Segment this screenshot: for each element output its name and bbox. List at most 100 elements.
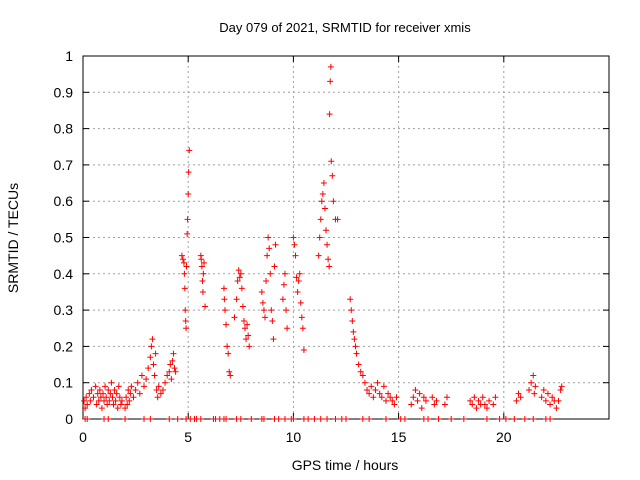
data-point xyxy=(349,317,356,324)
data-point xyxy=(327,63,334,70)
data-point xyxy=(275,416,282,422)
data-point xyxy=(291,241,298,248)
data-point xyxy=(117,401,124,408)
data-point xyxy=(294,288,301,295)
y-tick-label: 0.7 xyxy=(54,157,74,173)
data-point xyxy=(223,321,230,328)
data-point xyxy=(84,401,91,408)
data-point xyxy=(92,383,99,390)
data-point xyxy=(184,230,191,237)
data-point xyxy=(155,383,162,390)
data-point xyxy=(297,299,304,306)
data-point xyxy=(292,252,299,259)
data-point xyxy=(110,401,117,408)
data-point xyxy=(233,296,240,303)
data-point xyxy=(471,394,478,401)
y-tick-label: 0.3 xyxy=(54,302,74,318)
data-point xyxy=(94,390,101,397)
data-point xyxy=(122,405,129,412)
data-point xyxy=(281,416,288,422)
data-point xyxy=(152,350,159,357)
data-point xyxy=(315,252,322,259)
data-point xyxy=(162,379,169,386)
data-point xyxy=(199,278,206,285)
data-point xyxy=(324,416,331,422)
data-point xyxy=(320,180,327,187)
data-point xyxy=(93,401,100,408)
data-point xyxy=(531,390,538,397)
y-tick-label: 0.8 xyxy=(54,121,74,137)
data-point xyxy=(410,394,417,401)
data-point xyxy=(181,285,188,292)
data-point xyxy=(305,416,312,422)
data-point xyxy=(111,386,118,393)
y-tick-label: 0.1 xyxy=(54,375,74,391)
y-tick-label: 0 xyxy=(65,411,73,427)
data-point xyxy=(532,383,539,390)
plot-frame xyxy=(82,55,610,420)
data-point xyxy=(105,416,112,422)
data-point xyxy=(184,216,191,223)
data-point xyxy=(236,274,243,281)
data-point xyxy=(244,321,251,328)
y-axis-label: SRMTID / TECUs xyxy=(5,183,21,293)
data-point xyxy=(96,386,103,393)
data-point xyxy=(547,401,554,408)
data-point xyxy=(549,394,556,401)
data-point xyxy=(376,390,383,397)
data-point xyxy=(357,368,364,375)
data-point xyxy=(174,416,181,422)
data-point xyxy=(558,383,565,390)
data-point xyxy=(223,416,230,422)
data-point xyxy=(186,147,193,154)
data-point xyxy=(88,386,95,393)
data-point xyxy=(113,390,120,397)
data-point xyxy=(441,401,448,408)
data-point xyxy=(486,397,493,404)
data-point xyxy=(389,397,396,404)
data-point xyxy=(109,394,116,401)
data-point xyxy=(553,405,560,412)
data-point xyxy=(145,365,152,372)
data-point xyxy=(98,405,105,412)
data-point xyxy=(123,394,130,401)
data-point xyxy=(124,401,131,408)
data-point xyxy=(227,372,234,379)
data-point xyxy=(166,416,173,422)
data-point xyxy=(492,394,499,401)
data-point xyxy=(151,372,158,379)
data-point xyxy=(87,397,94,404)
data-point xyxy=(326,111,333,118)
x-tick-label: 20 xyxy=(496,429,512,445)
data-point xyxy=(481,401,488,408)
data-point xyxy=(128,383,135,390)
data-point xyxy=(183,325,190,332)
data-points xyxy=(81,63,565,422)
data-point xyxy=(153,386,160,393)
data-point xyxy=(290,416,297,422)
data-point xyxy=(130,394,137,401)
data-point xyxy=(473,405,480,412)
data-point xyxy=(517,394,524,401)
data-point xyxy=(420,394,427,401)
data-point xyxy=(245,332,252,339)
data-point xyxy=(271,263,278,270)
x-tick-label: 10 xyxy=(286,429,302,445)
data-point xyxy=(429,394,436,401)
data-point xyxy=(324,241,331,248)
data-point xyxy=(248,416,255,422)
data-point xyxy=(261,314,268,321)
data-point xyxy=(401,416,408,422)
data-point xyxy=(141,383,148,390)
data-point xyxy=(361,379,368,386)
data-point xyxy=(101,397,108,404)
data-point xyxy=(258,288,265,295)
data-point xyxy=(166,368,173,375)
data-point xyxy=(334,216,341,223)
data-point xyxy=(125,386,132,393)
data-point xyxy=(295,278,302,285)
data-point xyxy=(443,394,450,401)
data-point xyxy=(264,252,271,259)
data-point xyxy=(538,394,545,401)
